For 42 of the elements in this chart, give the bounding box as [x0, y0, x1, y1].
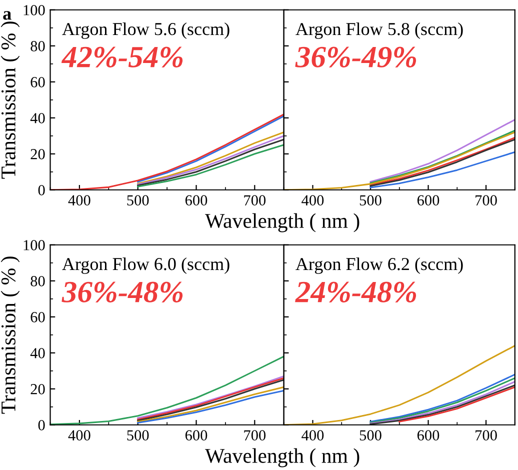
y-tick-label: 100	[24, 240, 45, 250]
text: Argon Flow 6.2 (sccm)	[296, 257, 463, 274]
x-tick-label: 400	[302, 430, 324, 440]
text: a	[3, 11, 12, 20]
y-tick-label: 80	[30, 276, 45, 286]
x-tick-label: 600	[185, 195, 208, 206]
y-tick-label: 40	[30, 113, 45, 124]
annotation: 36%-48%	[62, 282, 183, 302]
x-tick-label: 700	[244, 430, 266, 440]
annotation: 36%-49%	[295, 46, 416, 68]
x-axis-title: Wavelength ( nm )	[205, 448, 360, 468]
text: Argon Flow 5.8 (sccm)	[296, 22, 463, 39]
x-tick-label: 500	[127, 195, 149, 206]
x-tick-label: 400	[302, 195, 324, 206]
y-tick-label: 80	[30, 41, 45, 52]
x-tick-label: 500	[360, 430, 382, 440]
x-tick-label: 500	[360, 195, 382, 206]
y-tick-label: 100	[24, 5, 45, 16]
y-tick-label: 20	[30, 384, 45, 394]
y-tick-label: 60	[30, 312, 45, 322]
text: Argon Flow 5.6 (sccm)	[62, 22, 230, 39]
y-tick-label: 0	[38, 420, 45, 430]
x-tick-label: 700	[244, 195, 266, 206]
x-tick-label: 400	[68, 430, 90, 440]
x-tick-label: 600	[417, 195, 440, 206]
y-tick-label: 40	[30, 348, 45, 358]
text: Argon Flow 6.0 (sccm)	[62, 257, 230, 274]
x-tick-label: 700	[476, 430, 497, 440]
x-tick-label: 500	[127, 430, 149, 440]
x-axis-title: Wavelength ( nm )	[205, 213, 360, 232]
line-series	[137, 115, 284, 183]
y-axis-title: Transmission ( % )	[0, 22, 20, 179]
x-tick-label: 600	[417, 430, 440, 440]
x-tick-label: 600	[185, 430, 208, 440]
y-tick-label: 0	[38, 185, 45, 196]
y-tick-label: 20	[30, 149, 45, 160]
x-tick-label: 400	[68, 195, 90, 206]
annotation: 24%-48%	[295, 282, 416, 302]
y-tick-label: 60	[30, 77, 45, 88]
x-tick-label: 700	[476, 195, 497, 206]
y-axis-title: Transmission ( % )	[0, 256, 20, 414]
annotation: 42%-54%	[61, 46, 183, 68]
